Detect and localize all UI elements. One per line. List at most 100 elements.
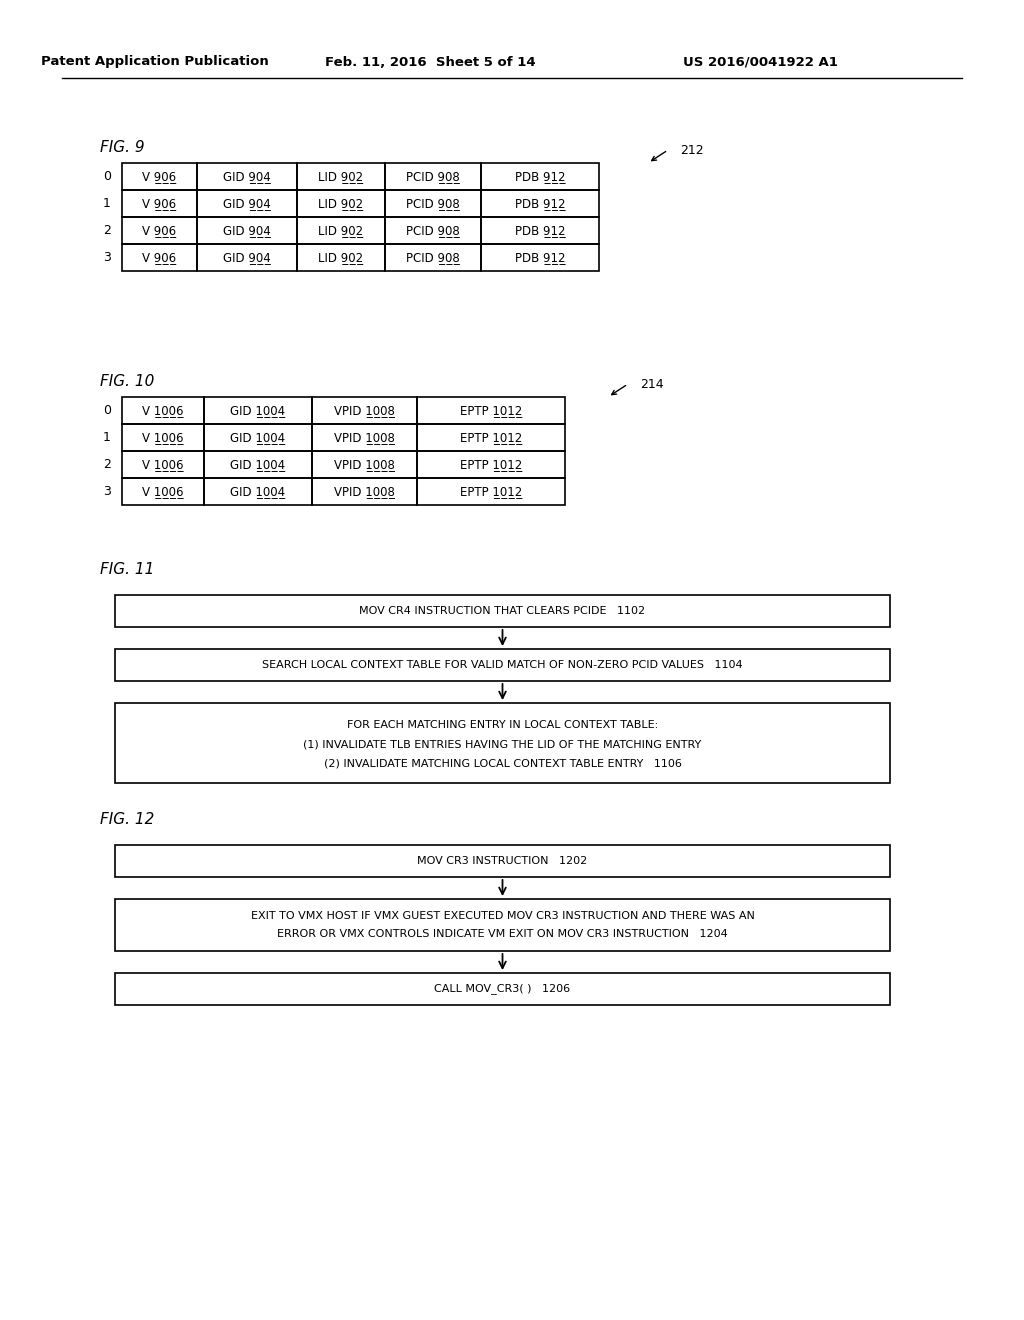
Text: SEARCH LOCAL CONTEXT TABLE FOR VALID MATCH OF NON-ZERO PCID VALUES   1104: SEARCH LOCAL CONTEXT TABLE FOR VALID MAT… (262, 660, 742, 671)
Bar (204, 397, 312, 424)
Text: 0: 0 (103, 170, 111, 183)
Bar (297, 244, 385, 271)
Text: FIG. 12: FIG. 12 (100, 813, 155, 828)
Text: GID 1̲0̲0̲4̲: GID 1̲0̲0̲4̲ (230, 432, 286, 444)
Text: GID 1̲0̲0̲4̲: GID 1̲0̲0̲4̲ (230, 458, 286, 471)
Bar (204, 478, 312, 506)
Text: V 9̲0̲6̲: V 9̲0̲6̲ (142, 197, 176, 210)
Bar (115, 649, 890, 681)
Bar (385, 244, 481, 271)
Bar (417, 451, 565, 478)
Bar (115, 704, 890, 783)
Text: EPTP 1̲0̲1̲2̲: EPTP 1̲0̲1̲2̲ (460, 432, 522, 444)
Bar (297, 216, 385, 244)
Text: LID 9̲0̲2̲: LID 9̲0̲2̲ (318, 197, 364, 210)
Text: EPTP 1̲0̲1̲2̲: EPTP 1̲0̲1̲2̲ (460, 404, 522, 417)
Text: 1: 1 (103, 432, 111, 444)
Text: MOV CR3 INSTRUCTION   1202: MOV CR3 INSTRUCTION 1202 (418, 855, 588, 866)
Text: Patent Application Publication: Patent Application Publication (41, 55, 269, 69)
Text: VPID 1̲0̲0̲8̲: VPID 1̲0̲0̲8̲ (334, 458, 395, 471)
Text: FIG. 11: FIG. 11 (100, 562, 155, 578)
Bar (312, 424, 417, 451)
Text: GID 1̲0̲0̲4̲: GID 1̲0̲0̲4̲ (230, 404, 286, 417)
Text: FIG. 9: FIG. 9 (100, 140, 144, 156)
Text: FOR EACH MATCHING ENTRY IN LOCAL CONTEXT TABLE:: FOR EACH MATCHING ENTRY IN LOCAL CONTEXT… (347, 721, 658, 730)
Text: PDB 9̲1̲2̲: PDB 9̲1̲2̲ (515, 224, 565, 238)
Bar (197, 190, 297, 216)
Text: PCID 9̲0̲8̲: PCID 9̲0̲8̲ (407, 251, 460, 264)
Text: V 9̲0̲6̲: V 9̲0̲6̲ (142, 170, 176, 183)
Text: V 1̲0̲0̲6̲: V 1̲0̲0̲6̲ (142, 484, 183, 498)
Bar (417, 424, 565, 451)
Text: 212: 212 (680, 144, 703, 157)
Text: PDB 9̲1̲2̲: PDB 9̲1̲2̲ (515, 251, 565, 264)
Text: PDB 9̲1̲2̲: PDB 9̲1̲2̲ (515, 170, 565, 183)
Text: 3: 3 (103, 484, 111, 498)
Bar (122, 244, 197, 271)
Text: PCID 9̲0̲8̲: PCID 9̲0̲8̲ (407, 197, 460, 210)
Text: V 1̲0̲0̲6̲: V 1̲0̲0̲6̲ (142, 404, 183, 417)
Bar (385, 216, 481, 244)
Text: EPTP 1̲0̲1̲2̲: EPTP 1̲0̲1̲2̲ (460, 484, 522, 498)
Text: Feb. 11, 2016  Sheet 5 of 14: Feb. 11, 2016 Sheet 5 of 14 (325, 55, 536, 69)
Bar (122, 478, 204, 506)
Bar (297, 162, 385, 190)
Bar (385, 162, 481, 190)
Bar (204, 424, 312, 451)
Bar (122, 451, 204, 478)
Bar (312, 451, 417, 478)
Text: (2) INVALIDATE MATCHING LOCAL CONTEXT TABLE ENTRY   1106: (2) INVALIDATE MATCHING LOCAL CONTEXT TA… (324, 759, 681, 768)
Bar (312, 478, 417, 506)
Text: (1) INVALIDATE TLB ENTRIES HAVING THE LID OF THE MATCHING ENTRY: (1) INVALIDATE TLB ENTRIES HAVING THE LI… (303, 739, 701, 750)
Bar (122, 190, 197, 216)
Text: 214: 214 (640, 378, 664, 391)
Bar (115, 595, 890, 627)
Bar (481, 216, 599, 244)
Bar (481, 162, 599, 190)
Text: V 1̲0̲0̲6̲: V 1̲0̲0̲6̲ (142, 458, 183, 471)
Bar (115, 899, 890, 950)
Bar (115, 845, 890, 876)
Bar (481, 190, 599, 216)
Text: VPID 1̲0̲0̲8̲: VPID 1̲0̲0̲8̲ (334, 432, 395, 444)
Text: GID 9̲0̲4̲: GID 9̲0̲4̲ (223, 224, 271, 238)
Text: PCID 9̲0̲8̲: PCID 9̲0̲8̲ (407, 224, 460, 238)
Text: CALL MOV_CR3( )   1206: CALL MOV_CR3( ) 1206 (434, 983, 570, 994)
Bar (385, 190, 481, 216)
Bar (297, 190, 385, 216)
Text: GID 9̲0̲4̲: GID 9̲0̲4̲ (223, 170, 271, 183)
Text: LID 9̲0̲2̲: LID 9̲0̲2̲ (318, 170, 364, 183)
Text: US 2016/0041922 A1: US 2016/0041922 A1 (683, 55, 838, 69)
Text: 2: 2 (103, 224, 111, 238)
Bar (417, 397, 565, 424)
Bar (204, 451, 312, 478)
Text: 0: 0 (103, 404, 111, 417)
Bar (122, 162, 197, 190)
Text: EXIT TO VMX HOST IF VMX GUEST EXECUTED MOV CR3 INSTRUCTION AND THERE WAS AN: EXIT TO VMX HOST IF VMX GUEST EXECUTED M… (251, 911, 755, 920)
Text: GID 9̲0̲4̲: GID 9̲0̲4̲ (223, 197, 271, 210)
Text: EPTP 1̲0̲1̲2̲: EPTP 1̲0̲1̲2̲ (460, 458, 522, 471)
Bar (122, 397, 204, 424)
Bar (481, 244, 599, 271)
Text: MOV CR4 INSTRUCTION THAT CLEARS PCIDE   1102: MOV CR4 INSTRUCTION THAT CLEARS PCIDE 11… (359, 606, 645, 616)
Text: V 9̲0̲6̲: V 9̲0̲6̲ (142, 224, 176, 238)
Bar (417, 478, 565, 506)
Bar (197, 162, 297, 190)
Text: VPID 1̲0̲0̲8̲: VPID 1̲0̲0̲8̲ (334, 404, 395, 417)
Text: PDB 9̲1̲2̲: PDB 9̲1̲2̲ (515, 197, 565, 210)
Text: VPID 1̲0̲0̲8̲: VPID 1̲0̲0̲8̲ (334, 484, 395, 498)
Text: LID 9̲0̲2̲: LID 9̲0̲2̲ (318, 251, 364, 264)
Text: LID 9̲0̲2̲: LID 9̲0̲2̲ (318, 224, 364, 238)
Bar (122, 216, 197, 244)
Text: 2: 2 (103, 458, 111, 471)
Text: V 1̲0̲0̲6̲: V 1̲0̲0̲6̲ (142, 432, 183, 444)
Bar (122, 424, 204, 451)
Bar (115, 973, 890, 1005)
Text: V 9̲0̲6̲: V 9̲0̲6̲ (142, 251, 176, 264)
Text: ERROR OR VMX CONTROLS INDICATE VM EXIT ON MOV CR3 INSTRUCTION   1204: ERROR OR VMX CONTROLS INDICATE VM EXIT O… (278, 929, 728, 940)
Text: GID 1̲0̲0̲4̲: GID 1̲0̲0̲4̲ (230, 484, 286, 498)
Bar (312, 397, 417, 424)
Text: GID 9̲0̲4̲: GID 9̲0̲4̲ (223, 251, 271, 264)
Text: FIG. 10: FIG. 10 (100, 375, 155, 389)
Bar (197, 216, 297, 244)
